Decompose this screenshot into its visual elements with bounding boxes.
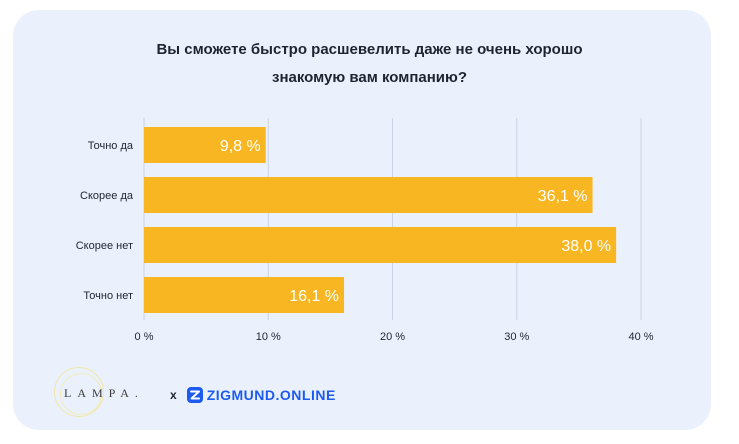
zigmund-logo-text: ZIGMUND.ONLINE [206, 387, 336, 403]
x-tick-label: 20 % [380, 331, 405, 343]
lampa-logo: LAMPA. [54, 365, 170, 425]
zigmund-logo-icon [186, 387, 203, 403]
category-label: Скорее нет [76, 240, 133, 252]
data-label: 16,1 % [289, 288, 339, 305]
bar [144, 127, 266, 163]
lampa-circle-decoration-inner [60, 373, 102, 415]
lampa-circle-decoration [54, 367, 104, 417]
chart-card [13, 10, 711, 430]
lampa-logo-text: LAMPA. [64, 386, 144, 400]
data-label: 38,0 % [561, 238, 611, 255]
chart-title-line-1: Вы сможете быстро расшевелить даже не оч… [156, 41, 583, 58]
category-label: Точно да [88, 140, 134, 152]
bar [144, 177, 593, 213]
chart-title: Вы сможете быстро расшевелить даже не оч… [0, 36, 739, 92]
x-tick-label: 40 % [628, 331, 653, 343]
category-label: Скорее да [80, 190, 134, 202]
times-sign: x [170, 388, 177, 402]
chart-title-line-2: знакомую вам компанию? [271, 69, 467, 86]
bar [144, 277, 345, 313]
category-label: Точно нет [83, 290, 133, 302]
bar [144, 227, 617, 263]
data-label: 9,8 % [220, 138, 261, 155]
x-tick-label: 30 % [504, 331, 529, 343]
footer-logos: LAMPA. x ZIGMUND.ONLINE [54, 365, 336, 425]
x-tick-label: 0 % [135, 331, 154, 343]
x-tick-label: 10 % [256, 331, 281, 343]
data-label: 36,1 % [538, 188, 588, 205]
